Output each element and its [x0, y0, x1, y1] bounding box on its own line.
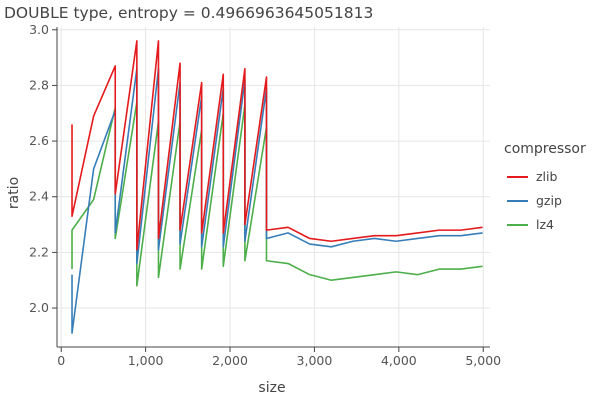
legend-label-lz4: lz4 — [536, 217, 554, 232]
legend-label-gzip: gzip — [536, 193, 562, 208]
series-line-gzip — [71, 67, 483, 334]
y-axis-title: ratio — [6, 177, 22, 209]
series-layer — [71, 40, 483, 334]
legend-label-zlib: zlib — [536, 169, 558, 184]
chart-title: DOUBLE type, entropy = 0.496696364505181… — [4, 4, 373, 22]
series-line-lz4 — [71, 101, 483, 287]
x-tick-label: 1,000 — [128, 353, 164, 368]
x-tick-label: 4,000 — [381, 353, 417, 368]
x-axis-title: size — [258, 380, 285, 396]
y-tick-label: 2.6 — [29, 133, 49, 148]
axes — [52, 27, 490, 352]
y-tick-label: 3.0 — [29, 22, 49, 37]
x-tick-label: 0 — [57, 353, 65, 368]
y-tick-label: 2.4 — [29, 189, 49, 204]
y-tick-label: 2.8 — [29, 77, 49, 92]
series-line-zlib — [71, 40, 483, 251]
ticks: 0 1,000 2,000 3,000 4,000 5,000 2.0 2.2 2.4 2.6 2.… — [29, 22, 501, 368]
y-tick-label: 2.0 — [29, 300, 49, 315]
legend-title: compressor — [504, 141, 586, 157]
grid — [57, 27, 490, 347]
x-tick-label: 2,000 — [212, 353, 248, 368]
legend: compressor zlib gzip lz4 — [504, 141, 586, 232]
y-tick-label: 2.2 — [29, 244, 49, 259]
x-tick-label: 5,000 — [465, 353, 501, 368]
x-tick-label: 3,000 — [297, 353, 333, 368]
